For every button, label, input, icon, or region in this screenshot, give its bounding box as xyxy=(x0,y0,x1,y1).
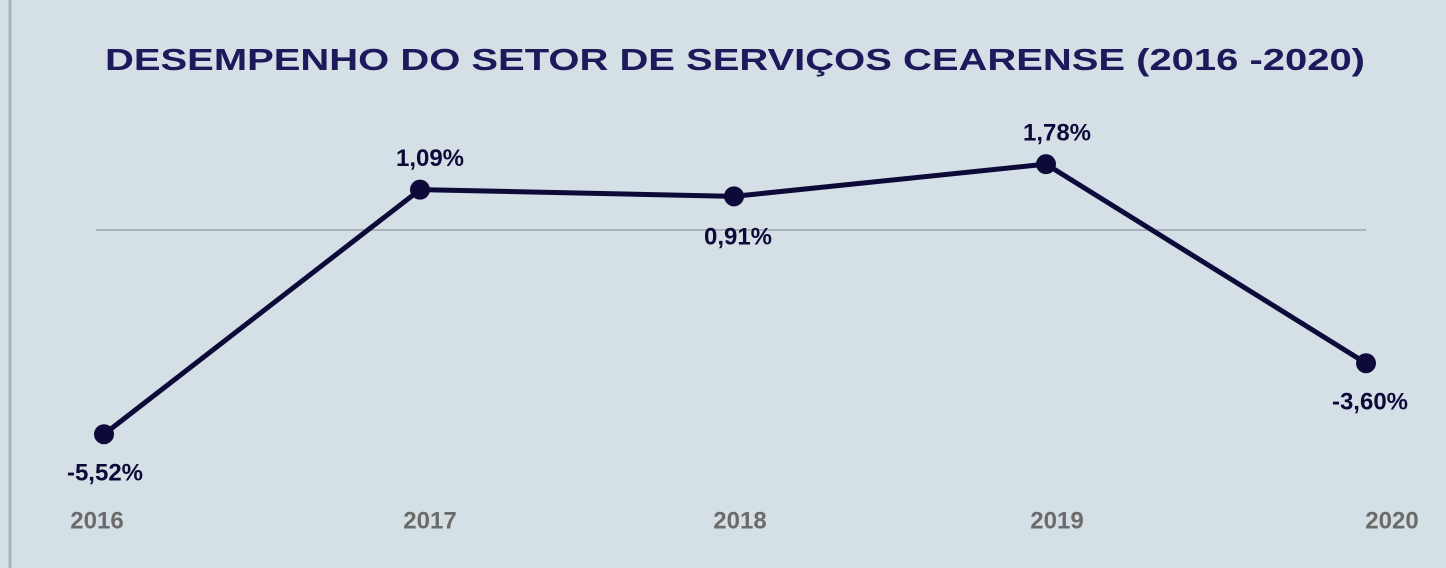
x-tick-label: 2020 xyxy=(1365,507,1418,534)
x-tick-label: 2018 xyxy=(713,507,766,534)
x-tick-label: 2016 xyxy=(70,507,123,534)
point xyxy=(410,179,430,200)
x-tick-label: 2019 xyxy=(1030,507,1083,534)
point xyxy=(724,186,744,207)
point xyxy=(1036,154,1056,175)
value-label: 1,09% xyxy=(396,145,464,172)
x-tick-label: 2017 xyxy=(403,507,456,534)
point xyxy=(94,424,114,445)
value-label: 0,91% xyxy=(704,224,772,251)
value-label: -5,52% xyxy=(67,460,143,487)
value-label: 1,78% xyxy=(1023,119,1091,146)
value-label: -3,60% xyxy=(1332,389,1408,416)
point xyxy=(1356,353,1376,374)
chart-title: DESEMPENHO DO SETOR DE SERVIÇOS CEARENSE… xyxy=(105,42,1365,77)
